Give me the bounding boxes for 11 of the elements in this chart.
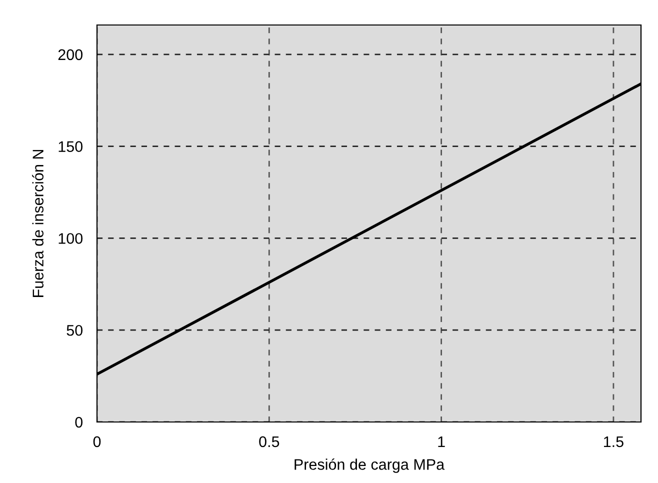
- x-tick-label: 1.5: [604, 436, 624, 448]
- y-tick-label: 200: [58, 49, 83, 60]
- y-tick-label: 100: [58, 233, 83, 244]
- x-tick-label: 0.5: [259, 436, 280, 448]
- x-axis-title: Presión de carga MPa: [294, 458, 445, 473]
- x-tick-label: 0: [93, 436, 101, 448]
- x-tick-label: 1: [438, 436, 445, 447]
- y-tick-label: 150: [58, 141, 83, 152]
- y-tick-label: 50: [66, 324, 83, 336]
- y-axis-title: Fuerza de inserción N: [32, 150, 44, 297]
- y-tick-label: 0: [75, 416, 83, 428]
